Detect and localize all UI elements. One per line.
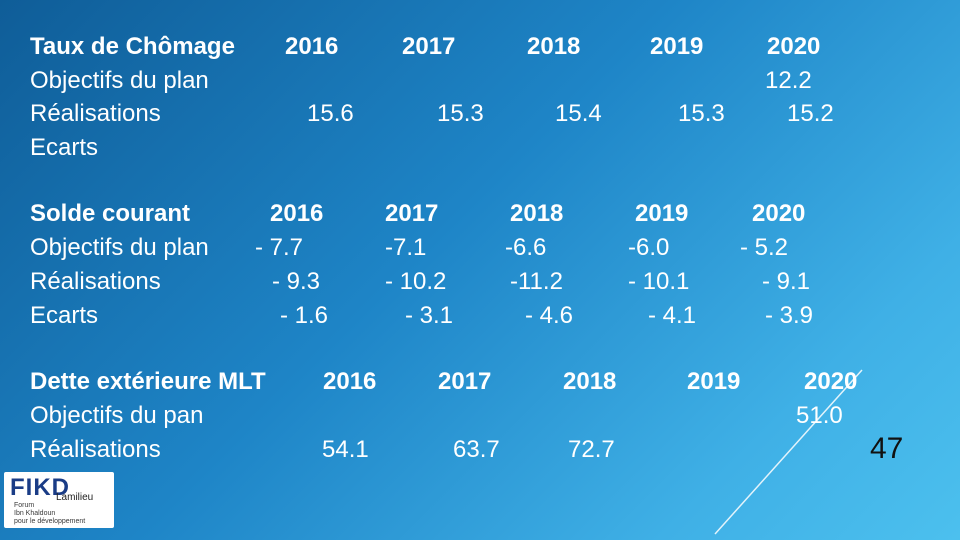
logo-overlay-text: Lamilieu xyxy=(56,492,94,503)
row-label-objectifs: Objectifs du pan xyxy=(30,402,204,429)
value-objectif-2019: -6.0 xyxy=(628,234,670,261)
value-ecart-2016: - 1.6 xyxy=(280,302,329,329)
value-realisation-2017: 63.7 xyxy=(453,436,500,463)
logo-subtitle-line: pour le développement xyxy=(14,518,86,525)
row-label-ecarts: Ecarts xyxy=(30,302,99,329)
logo-subtitle: Forum Ibn Khaldoun pour le développement xyxy=(14,502,85,526)
year-2016: 2016 xyxy=(270,200,324,227)
year-2018: 2018 xyxy=(527,33,581,60)
value-ecart-2017: - 3.1 xyxy=(405,302,454,329)
section2-title: Solde courant xyxy=(30,200,191,227)
logo-mark: FIKD xyxy=(10,474,70,501)
value-objectif-2016: - 7.7 xyxy=(255,234,304,261)
page-number: 47 xyxy=(870,432,904,465)
value-objectif-2017: -7.1 xyxy=(385,234,427,261)
value-objectif-2020: - 5.2 xyxy=(740,234,789,261)
value-realisation-2020: 15.2 xyxy=(787,100,834,127)
row-label-realisations: Réalisations xyxy=(30,436,161,463)
value-realisation-2018: 72.7 xyxy=(568,436,615,463)
year-2016: 2016 xyxy=(285,33,339,60)
year-2019: 2019 xyxy=(687,368,741,395)
value-realisation-2020: - 9.1 xyxy=(762,268,811,295)
value-realisation-2017: - 10.2 xyxy=(385,268,447,295)
value-objectif-2018: -6.6 xyxy=(505,234,547,261)
value-objectif-2020: 12.2 xyxy=(765,67,812,94)
value-realisation-2018: 15.4 xyxy=(555,100,602,127)
year-2018: 2018 xyxy=(563,368,617,395)
year-2019: 2019 xyxy=(650,33,704,60)
year-2020: 2020 xyxy=(767,33,821,60)
fikd-logo: FIKD Lamilieu Forum Ibn Khaldoun pour le… xyxy=(4,472,114,528)
value-realisation-2016: 54.1 xyxy=(322,436,369,463)
year-2020: 2020 xyxy=(804,368,858,395)
year-2017: 2017 xyxy=(438,368,492,395)
value-objectif-2020: 51.0 xyxy=(796,402,843,429)
row-label-realisations: Réalisations xyxy=(30,268,161,295)
year-2019: 2019 xyxy=(635,200,689,227)
value-ecart-2019: - 4.1 xyxy=(648,302,697,329)
value-realisation-2019: - 10.1 xyxy=(628,268,690,295)
row-label-realisations: Réalisations xyxy=(30,100,161,127)
row-label-objectifs: Objectifs du plan xyxy=(30,67,209,94)
value-realisation-2017: 15.3 xyxy=(437,100,484,127)
section3-title: Dette extérieure MLT xyxy=(30,368,266,395)
value-ecart-2020: - 3.9 xyxy=(765,302,814,329)
year-2016: 2016 xyxy=(323,368,377,395)
value-realisation-2018: -11.2 xyxy=(510,268,563,295)
value-realisation-2016: 15.6 xyxy=(307,100,354,127)
year-2017: 2017 xyxy=(402,33,456,60)
year-2017: 2017 xyxy=(385,200,439,227)
year-2020: 2020 xyxy=(752,200,806,227)
year-2018: 2018 xyxy=(510,200,564,227)
section1-title: Taux de Chômage xyxy=(30,33,235,60)
value-ecart-2018: - 4.6 xyxy=(525,302,574,329)
value-realisation-2019: 15.3 xyxy=(678,100,725,127)
logo-subtitle-line: Ibn Khaldoun xyxy=(14,510,56,517)
row-label-ecarts: Ecarts xyxy=(30,134,99,161)
value-realisation-2016: - 9.3 xyxy=(272,268,321,295)
logo-subtitle-line: Forum xyxy=(14,502,35,509)
row-label-objectifs: Objectifs du plan xyxy=(30,234,209,261)
